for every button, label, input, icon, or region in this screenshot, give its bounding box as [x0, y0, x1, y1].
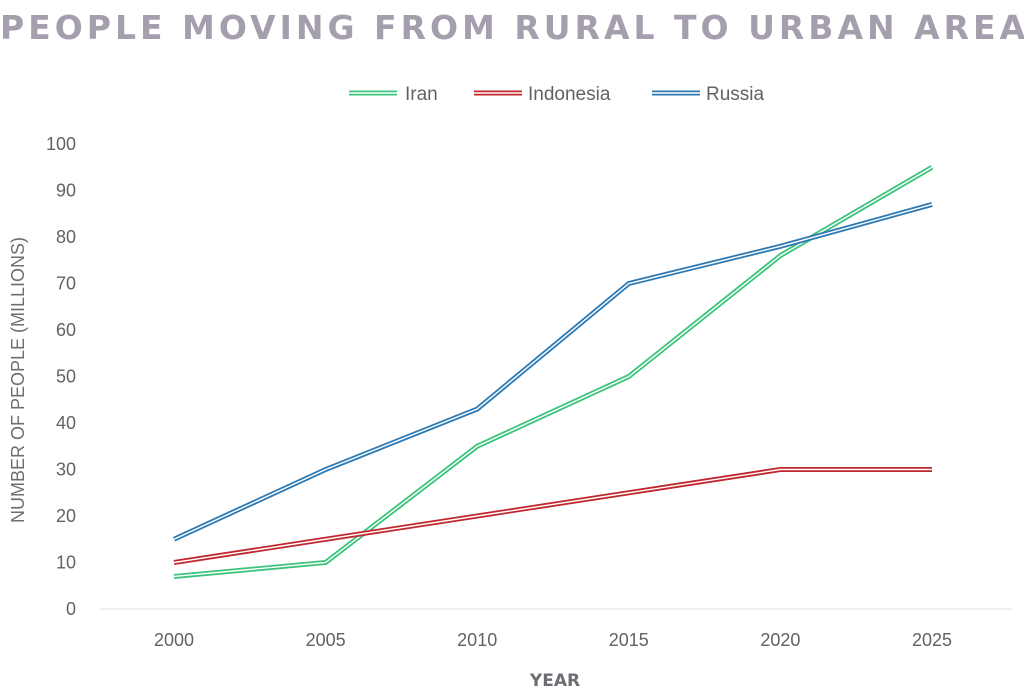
y-axis-ticks: 0 10 20 30 40 50 60 70 80 90 100 — [46, 134, 76, 619]
y-tick-label: 30 — [56, 460, 76, 480]
y-tick-label: 80 — [56, 227, 76, 247]
series-line-highlight — [173, 468, 932, 564]
legend-label: Iran — [405, 84, 438, 105]
series-line-stroke — [173, 165, 934, 579]
x-axis-title: YEAR — [529, 671, 580, 691]
y-axis-title: NUMBER OF PEOPLE (MILLIONS) — [8, 237, 28, 523]
series-line-highlight — [173, 203, 933, 540]
y-tick-label: 70 — [56, 274, 76, 294]
legend-label: Russia — [706, 84, 765, 105]
series-russia-line — [172, 202, 933, 542]
series-line-stroke — [172, 202, 933, 542]
y-tick-label: 20 — [56, 506, 76, 526]
series-iran-line — [173, 165, 934, 579]
series-line-stroke — [173, 467, 932, 565]
y-tick-label: 100 — [46, 134, 76, 154]
x-tick-label: 2025 — [912, 630, 952, 650]
x-tick-label: 2010 — [457, 630, 497, 650]
x-tick-label: 2020 — [760, 630, 800, 650]
y-tick-label: 10 — [56, 553, 76, 573]
y-tick-label: 40 — [56, 413, 76, 433]
legend-item-russia: Russia — [652, 84, 765, 105]
y-tick-label: 90 — [56, 181, 76, 201]
chart-title: PEOPLE MOVING FROM RURAL TO URBAN AREAS — [0, 8, 1024, 47]
x-tick-label: 2015 — [609, 630, 649, 650]
y-tick-label: 0 — [66, 599, 76, 619]
legend-item-indonesia: Indonesia — [474, 84, 611, 105]
x-tick-label: 2005 — [306, 630, 346, 650]
x-tick-label: 2000 — [154, 630, 194, 650]
series-lines — [172, 165, 934, 579]
y-tick-label: 60 — [56, 320, 76, 340]
x-axis-ticks: 2000 2005 2010 2015 2020 2025 — [154, 630, 952, 650]
legend-label: Indonesia — [528, 84, 611, 105]
legend-item-iran: Iran — [349, 84, 438, 105]
series-indonesia-line — [173, 467, 932, 565]
y-tick-label: 50 — [56, 367, 76, 387]
series-line-highlight — [173, 166, 933, 578]
legend: Iran Indonesia Russia — [349, 84, 765, 105]
